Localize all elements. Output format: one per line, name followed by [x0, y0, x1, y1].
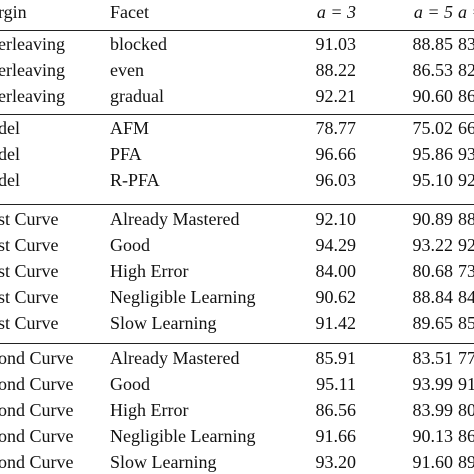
table-cell: 93.99: [412, 374, 454, 394]
table-cell: st Curve: [0, 313, 59, 333]
table-cell: 75.02: [412, 118, 454, 138]
table-cell: del: [0, 170, 20, 190]
table-cell: ond Curve: [0, 374, 74, 394]
table-cell: 78.77: [315, 118, 357, 138]
section-rule: [0, 114, 474, 115]
table-cell: 92.21: [315, 86, 357, 106]
table-cell: 83: [458, 34, 474, 54]
section-rule: [0, 343, 474, 344]
table-cell: 88.85: [412, 34, 454, 54]
table-cell: 91.66: [315, 426, 357, 446]
table-cell: ond Curve: [0, 348, 74, 368]
table-cell: 88.22: [315, 60, 357, 80]
table-cell: R-PFA: [110, 170, 160, 190]
table-cell: ond Curve: [0, 452, 74, 472]
table-cell: 90.13: [412, 426, 454, 446]
table-cell: 91.60: [412, 452, 454, 472]
table-cell: Already Mastered: [110, 348, 240, 368]
table-cell: 82: [458, 60, 474, 80]
table-cell: 95.10: [412, 170, 454, 190]
table-cell: 92.10: [315, 209, 357, 229]
table-cell: 91: [458, 374, 474, 394]
table-cell: ond Curve: [0, 426, 74, 446]
table-cell: Slow Learning: [110, 452, 217, 472]
table-cell: 91.03: [315, 34, 357, 54]
table-cell: PFA: [110, 144, 142, 164]
table-cell: High Error: [110, 261, 189, 281]
table-cell: Good: [110, 235, 150, 255]
header-cell: Facet: [110, 2, 149, 22]
table-cell: st Curve: [0, 261, 59, 281]
table-cell: 89.65: [412, 313, 454, 333]
table-cell: 86: [458, 426, 474, 446]
table-cell: 93.22: [412, 235, 454, 255]
table-cell: 90.60: [412, 86, 454, 106]
table-cell: 84: [458, 287, 474, 307]
table-cell: 73: [458, 261, 474, 281]
table-cell: 92: [458, 235, 474, 255]
table-cell: Slow Learning: [110, 313, 217, 333]
table-cell: 96.03: [315, 170, 357, 190]
table-cell: Negligible Learning: [110, 287, 256, 307]
table-cell: 80.68: [412, 261, 454, 281]
table-cell: AFM: [110, 118, 150, 138]
table-cell: erleaving: [0, 60, 65, 80]
header-cell: rgin: [0, 2, 27, 22]
table-cell: st Curve: [0, 287, 59, 307]
table-cell: st Curve: [0, 235, 59, 255]
table-cell: 88.84: [412, 287, 454, 307]
table-cell: Negligible Learning: [110, 426, 256, 446]
table-cell: 86: [458, 86, 474, 106]
table-cell: 94.29: [315, 235, 357, 255]
table-cell: 86.56: [315, 400, 357, 420]
table-cell: 90.62: [315, 287, 357, 307]
table-cell: del: [0, 118, 20, 138]
table-cell: 91.42: [315, 313, 357, 333]
table-cell: 80: [458, 400, 474, 420]
table-cell: 93: [458, 144, 474, 164]
table-cell: 95.86: [412, 144, 454, 164]
section-rule: [0, 204, 474, 205]
header-cell: a = 5: [413, 2, 453, 22]
table-cell: erleaving: [0, 86, 65, 106]
table-cell: gradual: [110, 86, 164, 106]
table-cell: ond Curve: [0, 400, 74, 420]
table-cell: 93.20: [315, 452, 357, 472]
table-cell: Good: [110, 374, 150, 394]
header-cell: a = 3: [316, 2, 356, 22]
table-cell: 77: [458, 348, 474, 368]
table-cell: 90.89: [412, 209, 454, 229]
table-cell: even: [110, 60, 144, 80]
table-cell: Already Mastered: [110, 209, 240, 229]
table-cell: 89: [458, 452, 474, 472]
table-cell: High Error: [110, 400, 189, 420]
table-cell: 66: [458, 118, 474, 138]
table-cell: 85: [458, 313, 474, 333]
table-cell: 84.00: [315, 261, 357, 281]
table-cell: 83.99: [412, 400, 454, 420]
table-cell: blocked: [110, 34, 167, 54]
table-cell: 85.91: [315, 348, 357, 368]
table-cell: 92: [458, 170, 474, 190]
table-cell: 86.53: [412, 60, 454, 80]
table-cell: erleaving: [0, 34, 65, 54]
header-rule: [0, 30, 474, 31]
table-cell: st Curve: [0, 209, 59, 229]
table-cell: del: [0, 144, 20, 164]
table-cell: 96.66: [315, 144, 357, 164]
table-cell: 83.51: [412, 348, 454, 368]
table-cell: 95.11: [316, 374, 356, 394]
header-cell: a =: [458, 2, 474, 22]
table-cell: 88: [458, 209, 474, 229]
